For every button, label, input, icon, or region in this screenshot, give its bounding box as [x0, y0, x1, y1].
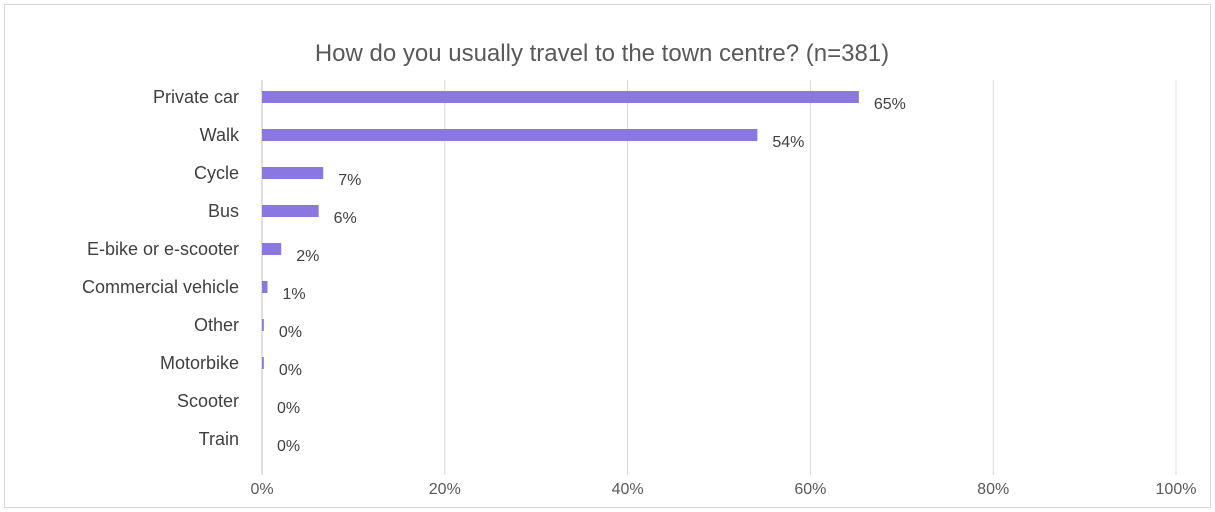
x-tick-label: 100%: [1156, 481, 1197, 498]
data-label: 6%: [334, 210, 357, 227]
data-label: 1%: [282, 286, 305, 303]
x-tick-label: 20%: [429, 481, 461, 498]
data-label: 65%: [874, 96, 906, 113]
category-label: Cycle: [194, 163, 239, 183]
x-tick-label: 60%: [794, 481, 826, 498]
bar-cycle: [262, 167, 324, 179]
bar-walk: [262, 129, 758, 141]
labels: 0% 20% 40% 60% 80% 100% Private car 65% Walk 54% C…: [82, 87, 1197, 498]
bar-e-bike-or-e-scooter: [262, 243, 282, 255]
chart-title: How do you usually travel to the town ce…: [315, 40, 889, 67]
data-label: 7%: [338, 172, 361, 189]
category-label: Other: [194, 315, 239, 335]
data-label: 54%: [772, 134, 804, 151]
gridlines: [261, 80, 1177, 475]
bar-private-car: [262, 91, 859, 103]
data-label: 0%: [279, 324, 302, 341]
category-label: Commercial vehicle: [82, 277, 239, 297]
chart-frame: How do you usually travel to the town ce…: [4, 4, 1211, 508]
x-tick-label: 40%: [612, 481, 644, 498]
bar-motorbike: [262, 357, 264, 369]
bar-bus: [262, 205, 319, 217]
category-label: Walk: [200, 125, 240, 145]
category-label: Scooter: [177, 391, 239, 411]
x-tick-label: 0%: [250, 481, 273, 498]
category-label: Bus: [208, 201, 239, 221]
bars: [262, 91, 859, 369]
data-label: 2%: [296, 248, 319, 265]
category-label: Train: [199, 429, 239, 449]
bar-other: [262, 319, 264, 331]
bar-commercial-vehicle: [262, 281, 268, 293]
category-label: E-bike or e-scooter: [87, 239, 239, 259]
data-label: 0%: [277, 438, 300, 455]
category-label: Motorbike: [160, 353, 239, 373]
category-label: Private car: [153, 87, 239, 107]
data-label: 0%: [279, 362, 302, 379]
x-tick-label: 80%: [977, 481, 1009, 498]
data-label: 0%: [277, 400, 300, 417]
bar-chart: How do you usually travel to the town ce…: [82, 40, 1197, 498]
